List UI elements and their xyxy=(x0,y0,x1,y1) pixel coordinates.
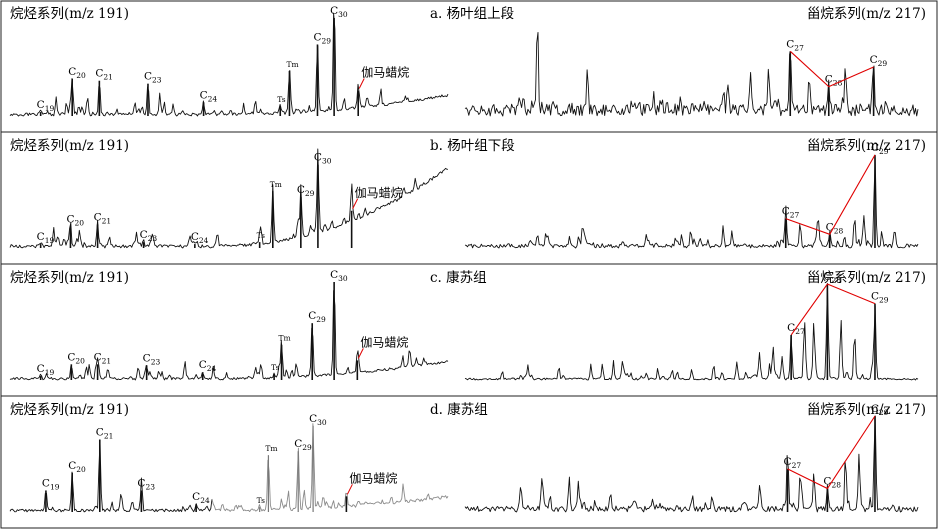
peak-label-C24: C24 xyxy=(199,359,217,373)
sterane-trace xyxy=(464,31,919,117)
terpane-trace-gray xyxy=(211,423,449,512)
peak-label-C19: C19 xyxy=(37,363,55,377)
peak-label-C23: C23 xyxy=(137,477,155,491)
sterane-trace xyxy=(464,157,919,249)
left-series-title: 烷烃系列(m/z 191) xyxy=(10,270,129,286)
peak-label-C24: C24 xyxy=(200,89,218,103)
peak-label-C29: C29 xyxy=(297,184,315,198)
peak-label-C21: C21 xyxy=(94,211,112,225)
sterane-trace xyxy=(464,282,919,381)
sterane-connector xyxy=(787,415,876,490)
peak-label-C30: C30 xyxy=(309,413,327,427)
panel-c: 烷烃系列(m/z 191) c. 康苏组 甾烷系列(m/z 217) C19 C20 C2… xyxy=(9,269,926,381)
right-series-title: 甾烷系列(m/z 217) xyxy=(807,138,926,154)
peak-label-Ts: Ts xyxy=(257,231,265,240)
gammacerane-arrow xyxy=(357,348,364,359)
gammacerane-label: 伽马蜡烷 xyxy=(355,185,403,200)
terpane-trace xyxy=(9,290,449,381)
left-series-title: 烷烃系列(m/z 191) xyxy=(10,402,129,418)
gammacerane-arrow xyxy=(346,484,353,495)
peak-label-Ts: Ts xyxy=(271,363,279,372)
peak-label-C23: C23 xyxy=(143,352,161,366)
peak-label-C27: C27 xyxy=(782,206,800,220)
gammacerane-label: 伽马蜡烷 xyxy=(361,65,409,80)
peak-label-C20: C20 xyxy=(67,351,85,365)
peak-label-C20: C20 xyxy=(68,66,86,80)
peak-label-C19: C19 xyxy=(42,477,60,491)
sterane-connector xyxy=(789,50,874,88)
peak-label-C24: C24 xyxy=(192,491,210,505)
panel-a: 烷烃系列(m/z 191) a. 杨叶组上段 甾烷系列(m/z 217) C19 C20… xyxy=(9,5,926,117)
peak-label-C21: C21 xyxy=(94,351,112,365)
peak-label-C20: C20 xyxy=(66,213,84,227)
peak-label-C23: C23 xyxy=(144,71,162,85)
peak-label-C21: C21 xyxy=(96,426,114,440)
peak-label-C19: C19 xyxy=(37,99,55,113)
peak-label-C30: C30 xyxy=(330,5,348,19)
peak-label-C27: C27 xyxy=(786,38,804,52)
peak-label-Ts: Ts xyxy=(277,95,285,104)
peak-label-Tm: Tm xyxy=(286,60,298,69)
peak-label-Ts: Ts xyxy=(257,496,265,505)
peak-label-C23: C23 xyxy=(140,229,158,243)
left-series-title: 烷烃系列(m/z 191) xyxy=(10,6,129,22)
right-series-title: 甾烷系列(m/z 217) xyxy=(807,402,926,418)
peak-label-C29: C29 xyxy=(294,438,312,452)
peak-label-C29: C29 xyxy=(308,310,326,324)
peak-label-C29: C29 xyxy=(870,54,888,68)
sterane-trace xyxy=(464,415,919,513)
terpane-trace xyxy=(9,148,449,249)
peak-label-Tm: Tm xyxy=(265,444,277,453)
terpane-trace xyxy=(9,441,213,513)
peak-label-C28: C28 xyxy=(826,221,844,235)
terpane-trace xyxy=(9,12,449,117)
panel-title: b. 杨叶组下段 xyxy=(430,138,515,154)
peak-label-C24: C24 xyxy=(191,231,209,245)
right-series-title: 甾烷系列(m/z 217) xyxy=(807,270,926,286)
peak-label-C30: C30 xyxy=(330,269,348,283)
panel-title: c. 康苏组 xyxy=(430,269,487,286)
peak-label-C30: C30 xyxy=(314,152,332,166)
panel-title: d. 康苏组 xyxy=(430,401,488,418)
gammacerane-arrow xyxy=(358,78,365,89)
left-series-title: 烷烃系列(m/z 191) xyxy=(10,138,129,154)
gammacerane-label: 伽马蜡烷 xyxy=(360,334,408,349)
gammacerane-label: 伽马蜡烷 xyxy=(349,470,397,485)
peak-label-C19: C19 xyxy=(37,231,55,245)
peak-label-Tm: Tm xyxy=(279,334,291,343)
peak-label-C20: C20 xyxy=(68,460,86,474)
sterane-connector xyxy=(785,154,876,235)
panel-d: 烷烃系列(m/z 191) d. 康苏组 甾烷系列(m/z 217) C19 C20 C2… xyxy=(9,401,926,513)
peak-label-C29: C29 xyxy=(313,31,331,45)
peak-label-Tm: Tm xyxy=(270,180,282,189)
gammacerane-arrow xyxy=(352,198,359,209)
right-series-title: 甾烷系列(m/z 217) xyxy=(807,6,926,22)
sterane-connector xyxy=(790,283,876,336)
panel-title: a. 杨叶组上段 xyxy=(430,6,514,22)
peak-label-C27: C27 xyxy=(784,456,802,470)
peak-label-C21: C21 xyxy=(95,68,113,82)
panel-b: 烷烃系列(m/z 191) b. 杨叶组下段 甾烷系列(m/z 217) C19 C20… xyxy=(9,138,926,249)
